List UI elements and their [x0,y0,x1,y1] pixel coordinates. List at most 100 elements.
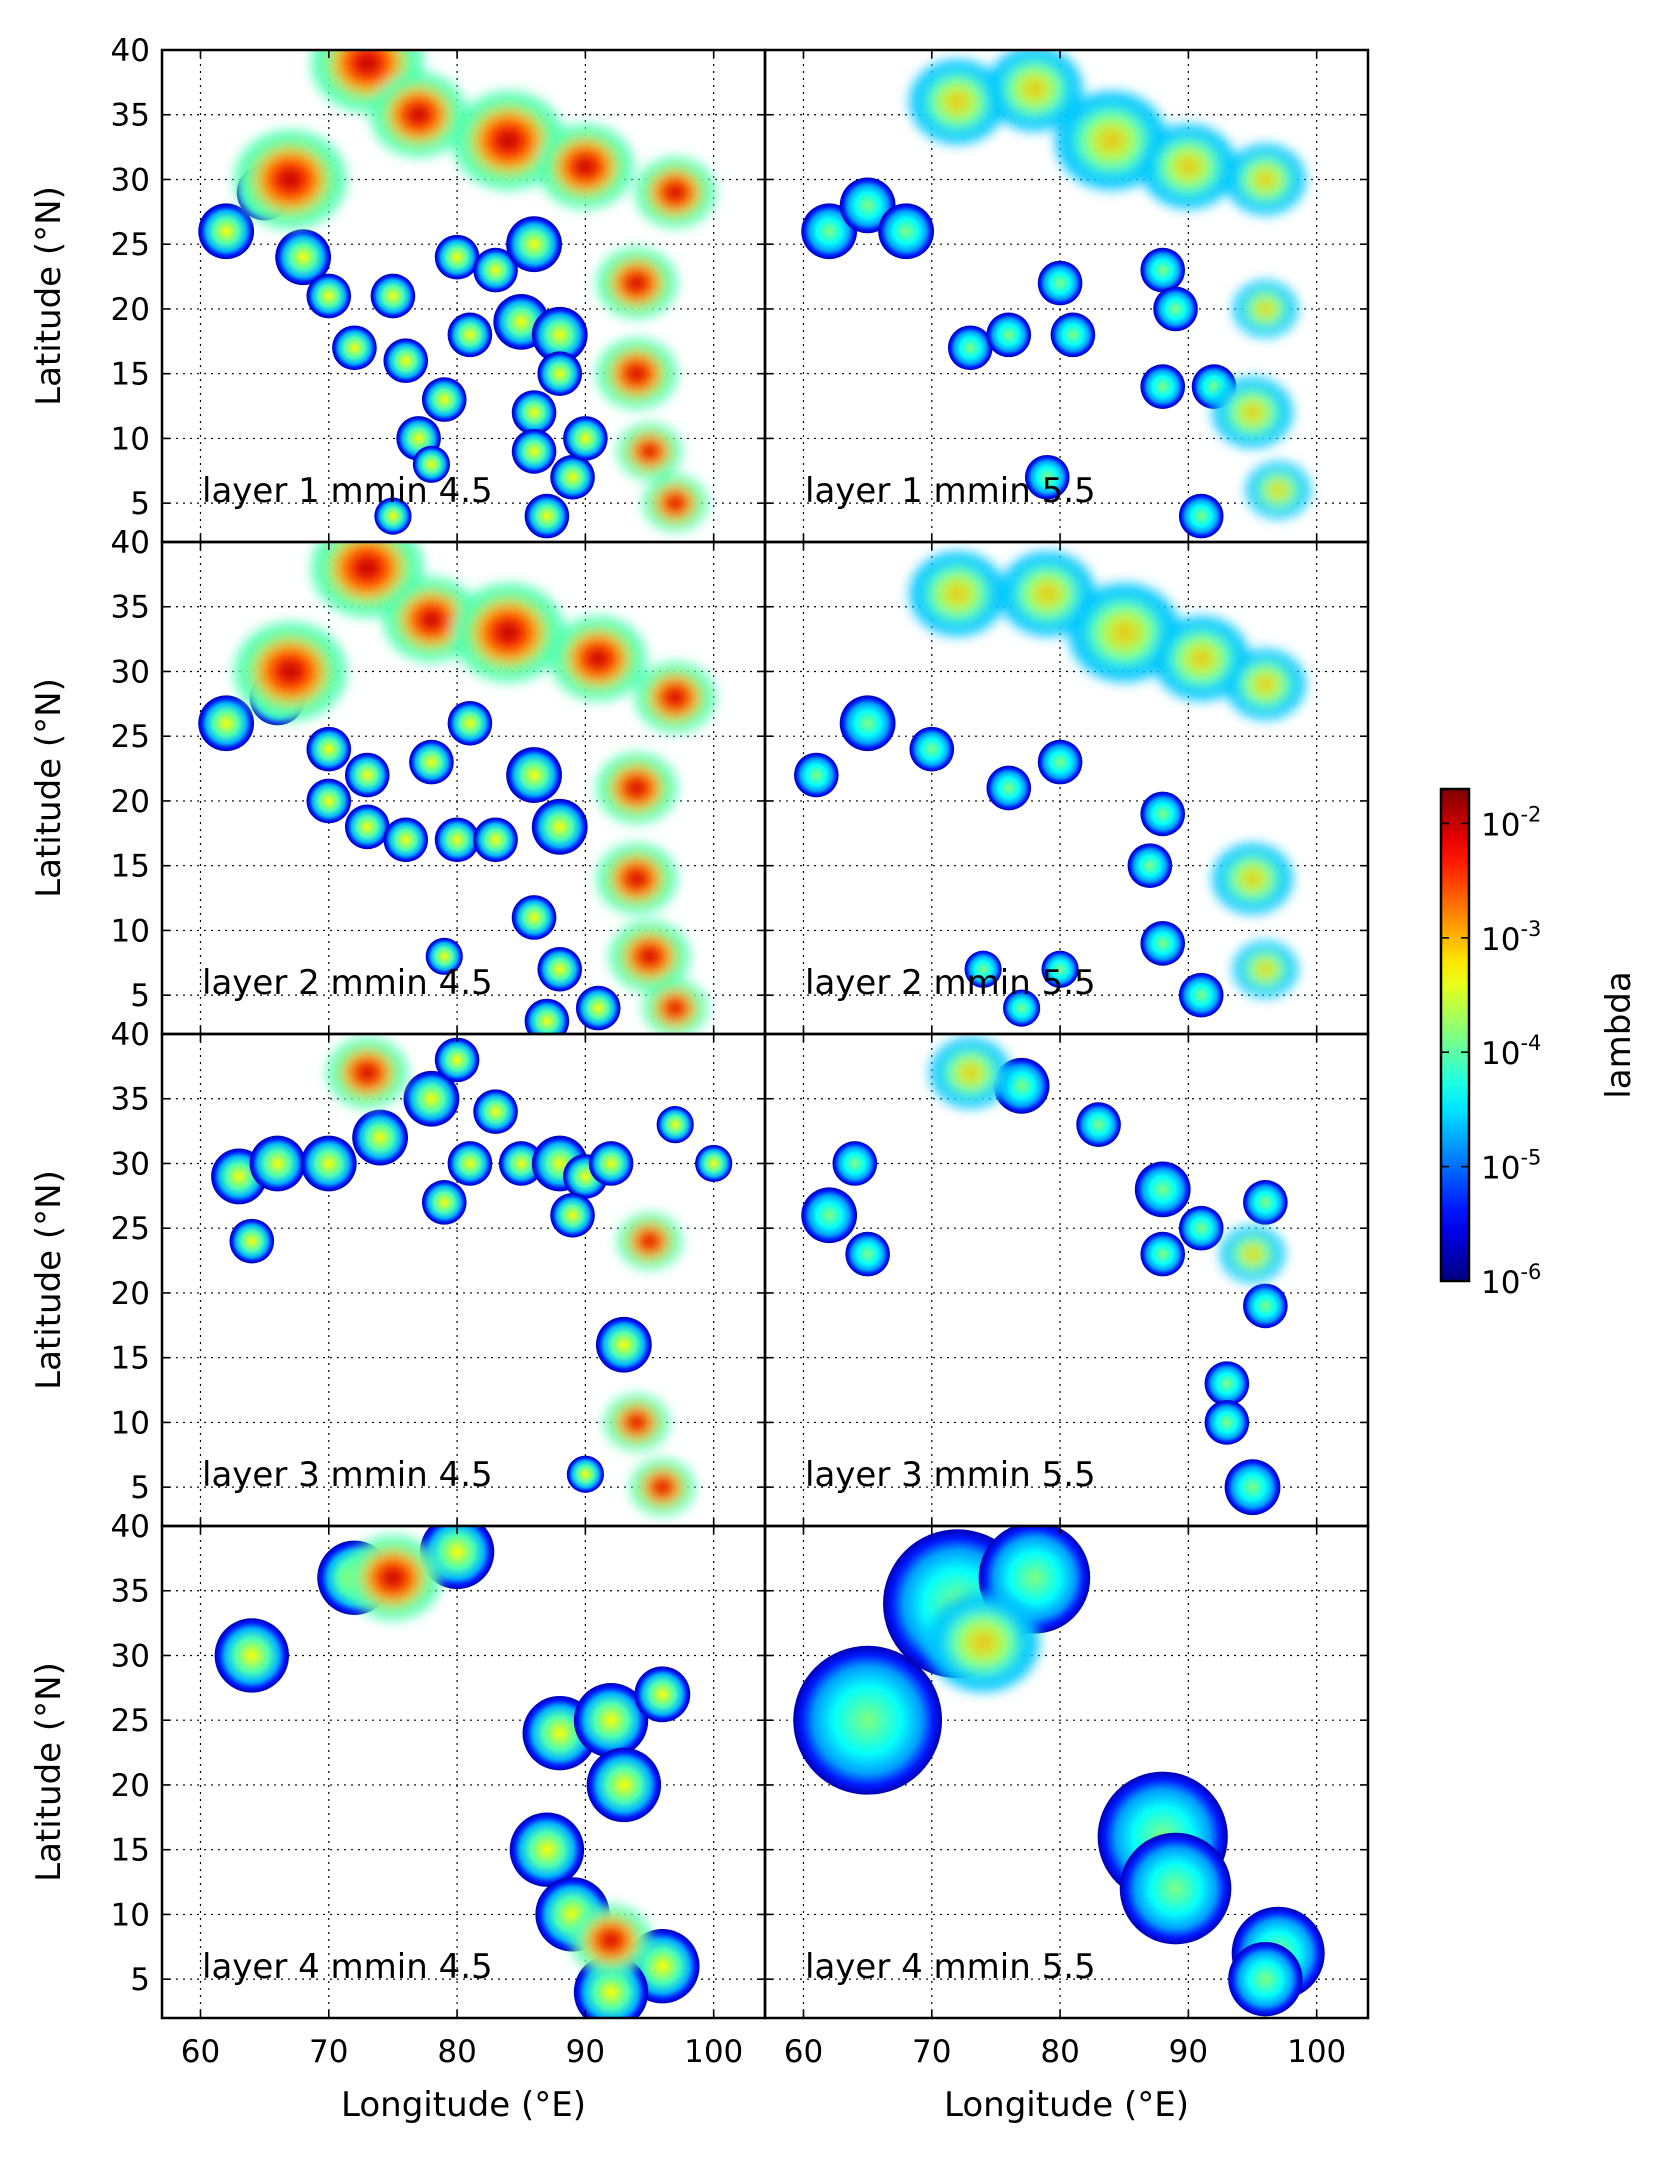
y-tick-label: 10 [111,913,150,949]
panel-frame [763,1524,1370,2020]
axes: 5 10 15 20 25 30 35 40 Latitude (°N) 5 10 15 20 25 30 3… [29,33,1346,2125]
x-tick-label: 90 [1169,2034,1208,2070]
hotspot [335,1043,400,1102]
density-blob [498,1141,544,1186]
y-tick-label: 15 [111,1341,150,1377]
hotspot [559,623,637,694]
density-blob [563,416,608,461]
density-blob [344,804,390,850]
density-blob [964,950,1002,988]
y-tick-label: 20 [111,1768,150,1804]
hotspot [649,985,701,1032]
hotspot [1239,285,1292,333]
hotspot [245,139,336,220]
hotspot [1162,623,1240,694]
density-blob [832,1141,878,1186]
density-blob [1134,1161,1191,1218]
hotspot [649,480,701,527]
density-blob [447,1141,493,1186]
y-tick-label: 30 [111,162,150,198]
density-blob [306,273,352,319]
density-blob [634,1666,691,1723]
density-blob [1037,739,1083,785]
density-blob [214,1618,290,1693]
panel-label: layer 4 mmin 5.5 [805,1947,1096,1987]
density-blob [1178,972,1224,1018]
panel-3-4-5: layer 3 mmin 4.5 [160,1032,767,1528]
density-blob [1037,260,1083,306]
hotspot [604,759,669,817]
y-tick-label: 30 [111,1638,150,1674]
hotspot [643,163,708,222]
panel-label: layer 3 mmin 5.5 [805,1455,1096,1495]
density-blob [409,739,454,785]
panel-frame [763,1032,1370,1528]
density-blob [370,273,416,319]
hotspot [1220,383,1285,442]
panel-4-5-5: layer 4 mmin 5.5 [763,1524,1370,2020]
x-axis-label: Longitude (°E) [341,2085,586,2125]
y-tick-label: 30 [111,1146,150,1182]
y-tick-label: 20 [111,784,150,820]
density-blob [1228,1941,1303,2017]
x-tick-label: 80 [1040,2034,1079,2070]
density-blob [506,216,562,273]
density-blob [198,203,255,260]
density-blob [839,695,896,752]
y-tick-label: 25 [111,227,150,263]
density-blob [473,247,518,293]
density-blob [198,695,255,752]
colorbar: 10-2 10-3 10-4 10-5 10-6 lambda [1439,787,1639,1301]
y-tick-label: 35 [111,1082,150,1118]
density-blob [412,445,451,483]
y-tick-label: 40 [111,525,150,561]
density-blob [550,1192,595,1238]
density-blob [573,1683,649,1758]
panel-label: layer 2 mmin 4.5 [202,963,493,1003]
y-tick-label: 5 [130,978,150,1014]
density-blob [1178,493,1224,539]
density-blob [1178,1205,1224,1251]
density-blob [793,1645,943,1795]
y-axis-label: Latitude (°N) [29,186,69,406]
density-blob [275,229,332,286]
colorbar-label: lambda [1599,971,1639,1098]
hotspot [623,1218,676,1265]
x-tick-label: 60 [784,2034,823,2070]
density-blob [229,1218,275,1264]
density-blob [332,325,377,371]
density-blob [947,325,993,371]
density-blob [524,493,570,539]
density-blob [1076,1102,1121,1147]
density-blob [878,203,935,260]
colorbar-tick-label: 10-2 [1481,802,1541,843]
panel-2-5-5: layer 2 mmin 5.5 [763,540,1370,1036]
density-blob [986,312,1032,358]
y-tick-label: 15 [111,1833,150,1869]
hotspot [1252,467,1304,514]
density-blob [1119,1832,1232,1945]
hotspot [604,849,669,908]
hotspot [1008,559,1086,629]
density-blob [588,1141,634,1186]
x-tick-label: 60 [181,2034,220,2070]
density-blob [344,752,390,798]
density-blob [595,1316,652,1373]
colorbar-tick-label: 10-6 [1481,1260,1541,1301]
y-tick-label: 15 [111,849,150,885]
density-blob [473,817,518,863]
y-tick-label: 10 [111,421,150,457]
hotspot [463,592,554,674]
density-blob [511,390,557,435]
hotspot [623,428,676,475]
density-blob [300,1135,357,1192]
density-blob [506,747,562,803]
density-blob [1127,843,1173,889]
density-blob [511,895,557,940]
hotspot [1226,1231,1279,1278]
density-blob [383,817,429,863]
hotspot [546,131,624,202]
density-blob [249,1135,306,1192]
density-blob [473,1089,518,1135]
y-tick-label: 5 [130,1962,150,1998]
